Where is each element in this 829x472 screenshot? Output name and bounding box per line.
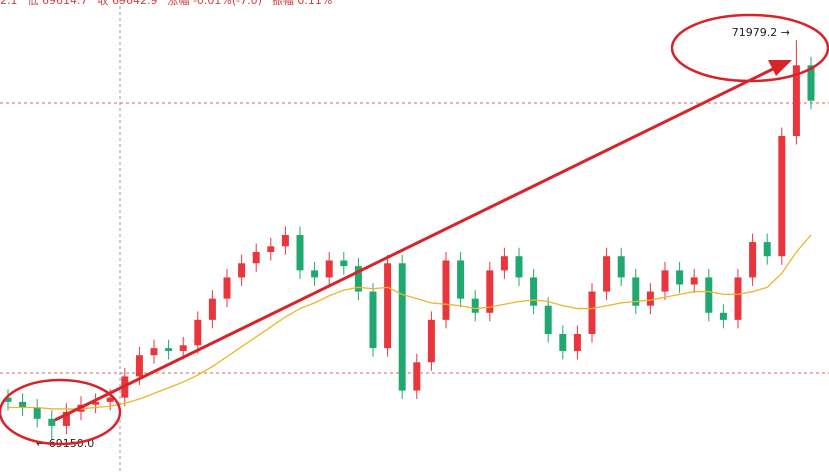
candle-body xyxy=(354,266,362,292)
header: 2.1 低 69614.7 收 69642.9 涨幅 -0.01%(-7.0) 振幅 0… xyxy=(0,0,332,7)
candle-body xyxy=(238,263,246,278)
candle-body xyxy=(296,235,304,271)
candle-body xyxy=(734,277,742,320)
candle-body xyxy=(19,401,27,408)
candle-body xyxy=(573,333,581,351)
header-item: 涨幅 -0.01%(-7.0) xyxy=(167,0,261,7)
candle-body xyxy=(617,256,625,278)
candle-body xyxy=(340,260,348,267)
candle-body xyxy=(33,407,41,419)
ma-line xyxy=(8,234,812,410)
candle-body xyxy=(719,312,727,320)
candle-body xyxy=(515,256,523,278)
header-item: 振幅 0.11% xyxy=(272,0,332,7)
candle-body xyxy=(48,418,56,426)
candle-body xyxy=(530,277,538,306)
candle-body xyxy=(559,333,567,351)
candle-body xyxy=(208,298,216,320)
candle-body xyxy=(106,397,114,402)
candle-body xyxy=(486,270,494,313)
candle-body xyxy=(500,256,508,271)
candle-body xyxy=(792,65,800,137)
candle-body xyxy=(252,251,260,264)
candle-body xyxy=(369,291,377,349)
candle-body xyxy=(763,242,771,257)
candle-body xyxy=(135,355,143,377)
candle-body xyxy=(150,348,158,356)
candle-body xyxy=(632,277,640,306)
candle-body xyxy=(384,263,392,349)
header-item: 2.1 xyxy=(0,0,18,7)
header-item: 收 69642.9 xyxy=(97,0,157,7)
candle-body xyxy=(778,136,786,257)
candle-body xyxy=(442,260,450,320)
candle-body xyxy=(4,397,12,402)
candle-body xyxy=(325,260,333,278)
candle-body xyxy=(471,298,479,313)
candle-body xyxy=(457,260,465,299)
candle-body xyxy=(311,270,319,278)
candle-body xyxy=(223,277,231,299)
candle-body xyxy=(588,291,596,334)
candle-body xyxy=(92,401,100,405)
candle-body xyxy=(807,65,815,101)
trend-arrow xyxy=(54,66,776,422)
candle-body xyxy=(413,362,421,391)
candle-body xyxy=(267,246,275,252)
candle-body xyxy=(398,263,406,391)
candle-body xyxy=(544,305,552,334)
candle-body xyxy=(705,277,713,313)
candle-body xyxy=(690,277,698,285)
candle-body xyxy=(603,256,611,292)
candle-body xyxy=(62,411,70,426)
candle-body xyxy=(749,242,757,278)
candle-body xyxy=(661,270,669,292)
header-item: 低 69614.7 xyxy=(28,0,88,7)
max-label: 71979.2 → xyxy=(732,26,790,39)
highlight-ellipse xyxy=(0,378,122,446)
candle-body xyxy=(676,270,684,285)
candle-body xyxy=(427,319,435,363)
candle-body xyxy=(194,319,202,346)
arrow-head xyxy=(768,60,792,76)
candle-body xyxy=(165,348,173,351)
candle-body xyxy=(179,345,187,351)
candle-body xyxy=(646,291,654,306)
candle-body xyxy=(281,235,289,247)
